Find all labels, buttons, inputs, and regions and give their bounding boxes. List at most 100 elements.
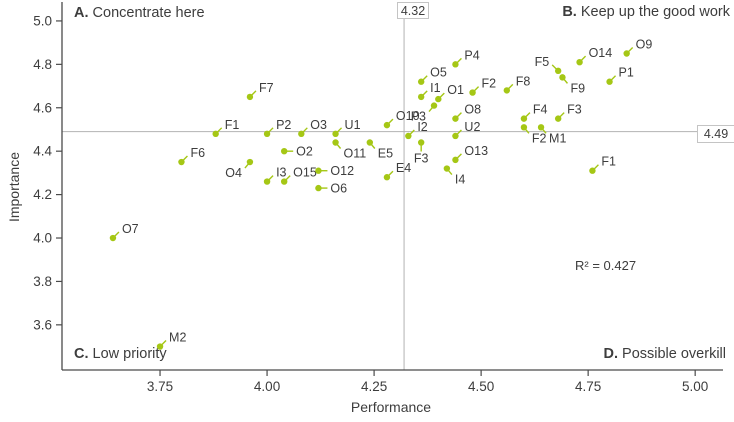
data-point-M1 (537, 124, 545, 131)
data-point-O7 (109, 234, 117, 242)
y-tick-label: 3.6 (33, 317, 52, 332)
point-label-F5: F5 (535, 55, 550, 69)
quadrant-c-label: C. Low priority (74, 346, 167, 362)
point-label-O2: O2 (296, 145, 313, 159)
r-squared-annotation: R² = 0.427 (575, 258, 637, 273)
point-label-O3: O3 (310, 118, 327, 132)
point-label-O11: O11 (344, 146, 367, 160)
point-label-F8: F8 (516, 74, 531, 88)
y-tick-label: 4.4 (33, 144, 52, 159)
point-label-P2: P2 (276, 118, 291, 132)
point-label-F9: F9 (570, 81, 585, 95)
data-point-O5 (417, 78, 425, 85)
x-tick-label: 4.50 (468, 379, 494, 394)
data-point-I1 (417, 93, 425, 101)
data-point-O9 (623, 50, 630, 57)
data-point-P2 (263, 130, 271, 138)
data-point-O15 (280, 178, 288, 185)
point-label-O15: O15 (293, 166, 317, 180)
y-tick-label: 4.2 (33, 187, 52, 202)
point-label-F3: F3 (414, 151, 429, 165)
point-label-F1: F1 (601, 155, 616, 169)
x-tick-label: 4.00 (254, 379, 280, 394)
data-point-F3 (554, 115, 562, 122)
data-point-I3 (263, 178, 271, 185)
data-point-O1 (435, 95, 442, 103)
data-point-P1 (606, 78, 613, 85)
mean-performance-value-box: 4.32 (397, 2, 429, 19)
point-label-O12: O12 (330, 164, 354, 178)
point-label-F4: F4 (533, 103, 548, 117)
data-point-O13 (452, 156, 459, 164)
point-label-E5: E5 (378, 146, 393, 160)
data-point-P4 (452, 61, 459, 68)
quadrant-d-text: Possible overkill (622, 346, 726, 362)
quadrant-b-prefix: B. (562, 4, 577, 20)
quadrant-b-text: Keep up the good work (580, 4, 730, 20)
x-tick-label: 4.25 (361, 379, 387, 394)
quadrant-a-text: Concentrate here (92, 5, 205, 21)
quadrant-d-prefix: D. (603, 346, 619, 362)
data-point-F1 (589, 167, 596, 174)
point-label-F6: F6 (190, 146, 205, 160)
point-label-O14: O14 (589, 46, 613, 60)
point-label-I1: I1 (430, 81, 440, 95)
data-point-O4 (246, 158, 254, 166)
point-label-E4: E4 (396, 161, 411, 175)
quadrant-d-label: D. Possible overkill (604, 346, 727, 362)
point-label-O4: O4 (225, 166, 242, 180)
point-label-O6: O6 (330, 182, 347, 196)
quadrant-c-text: Low priority (92, 346, 167, 362)
y-tick-label: 4.0 (33, 231, 52, 246)
data-point-F9 (559, 74, 566, 81)
point-label-F2: F2 (482, 77, 497, 91)
x-tick-label: 4.75 (575, 379, 601, 394)
data-point-U1 (332, 130, 339, 138)
mean-importance-value-box: 4.49 (697, 125, 734, 143)
point-label-O5: O5 (430, 66, 447, 80)
data-point-P3 (430, 102, 438, 109)
point-label-P1: P1 (619, 66, 634, 80)
point-label-I2: I2 (417, 120, 427, 134)
data-point-O3 (298, 130, 305, 138)
data-point-O11 (332, 139, 339, 146)
data-point-F1 (212, 130, 219, 138)
point-label-F3: F3 (567, 103, 582, 117)
data-point-F2 (469, 89, 476, 96)
data-point-F8 (503, 87, 511, 94)
point-label-P4: P4 (464, 48, 479, 62)
point-label-I3: I3 (276, 166, 286, 180)
data-point-F3 (417, 139, 425, 146)
data-point-O14 (576, 58, 583, 66)
data-point-F7 (246, 93, 254, 101)
y-tick-label: 3.8 (33, 274, 52, 289)
data-point-O10 (383, 121, 391, 129)
point-label-M2: M2 (169, 331, 186, 345)
point-label-U1: U1 (345, 118, 361, 132)
x-tick-label: 5.00 (682, 379, 708, 394)
y-tick-label: 4.6 (33, 100, 52, 115)
data-point-F4 (520, 115, 528, 122)
point-label-F7: F7 (259, 81, 274, 95)
quadrant-b-label: B. Keep up the good work (562, 4, 730, 20)
data-point-E5 (366, 139, 374, 146)
data-point-O8 (452, 115, 459, 122)
data-point-M2 (156, 343, 164, 350)
data-point-I2 (405, 132, 412, 140)
point-label-F2: F2 (532, 131, 547, 145)
data-point-O6 (315, 184, 322, 192)
point-label-F1: F1 (225, 118, 240, 132)
data-point-U2 (452, 132, 459, 140)
data-point-O12 (315, 167, 322, 174)
point-label-U2: U2 (464, 120, 480, 134)
data-point-F6 (178, 158, 185, 166)
y-tick-label: 4.8 (33, 57, 52, 72)
point-label-O10: O10 (396, 109, 420, 123)
point-label-O9: O9 (636, 37, 653, 51)
quadrant-a-prefix: A. (74, 5, 89, 21)
x-axis-title: Performance (350, 399, 432, 415)
point-label-M1: M1 (549, 131, 566, 145)
data-point-I4 (443, 165, 451, 172)
